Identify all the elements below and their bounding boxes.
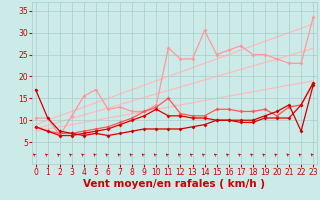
X-axis label: Vent moyen/en rafales ( km/h ): Vent moyen/en rafales ( km/h ) <box>84 179 265 189</box>
